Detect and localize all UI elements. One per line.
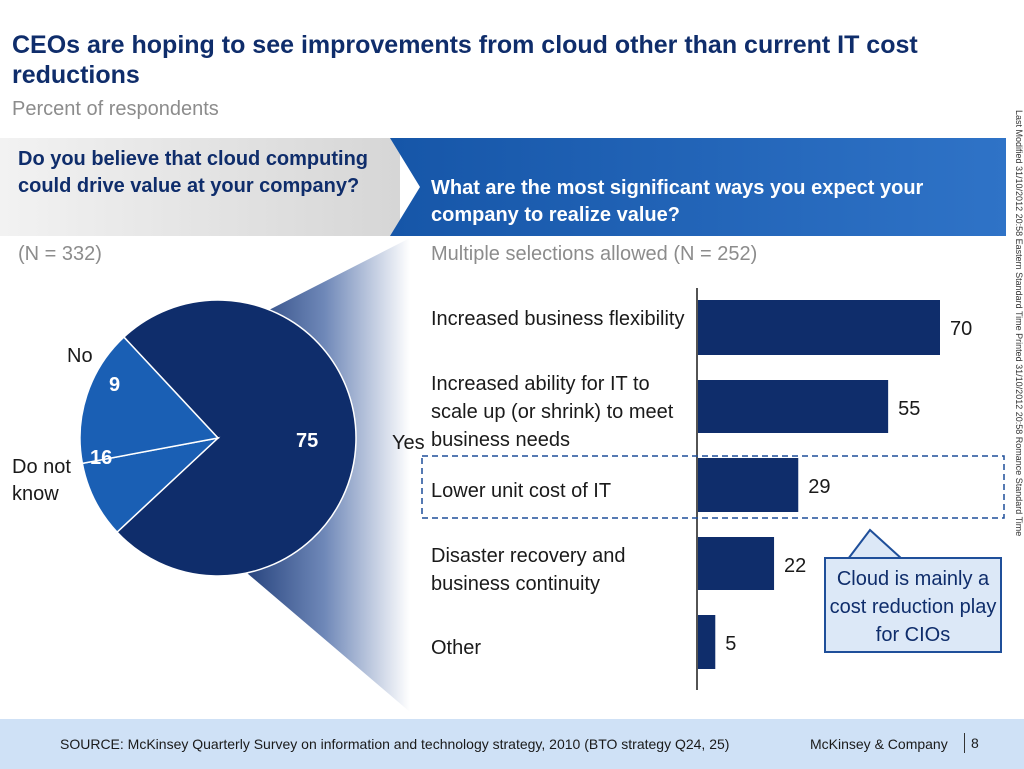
bar: [698, 458, 799, 512]
bar-value-label: 29: [808, 476, 831, 498]
bar-value-label: 5: [725, 633, 737, 655]
bar-value-label: 70: [950, 318, 973, 340]
pie-value-dont-know: 16: [90, 447, 113, 469]
bar: [698, 537, 775, 590]
bar: [698, 380, 889, 433]
pie-label-dont-know: Do not know: [12, 456, 71, 505]
bar-value-label: 22: [784, 555, 807, 577]
bar: [698, 615, 716, 669]
bar-value-label: 55: [898, 398, 921, 420]
bar-category-label: Increased business flexibility: [431, 308, 685, 330]
pie-value-yes: 75: [296, 430, 319, 452]
bar: [698, 300, 940, 355]
bar-category-label: Disaster recovery and business continuit…: [431, 545, 626, 595]
right-n-note: Multiple selections allowed (N = 252): [431, 243, 758, 265]
highlight-box: [421, 455, 1005, 519]
callout-box: Cloud is mainly a cost reduction play fo…: [824, 557, 1002, 653]
left-question-band: [0, 138, 400, 236]
bar-category-label: Increased ability for IT to scale up (or…: [431, 373, 674, 451]
print-metadata: Last Modified 31/10/2012 20:58 Eastern S…: [1014, 110, 1024, 537]
pie-value-no: 9: [109, 374, 121, 396]
footer-band: [0, 719, 1024, 769]
page-number: 8: [964, 733, 979, 753]
source-note: SOURCE: McKinsey Quarterly Survey on inf…: [60, 736, 730, 752]
page-title: CEOs are hoping to see improvements from…: [12, 31, 918, 89]
bar-category-label: Lower unit cost of IT: [431, 480, 612, 502]
left-n-note: (N = 332): [18, 243, 102, 265]
pie-slice-yes: [116, 299, 357, 577]
bar-category-label: Other: [431, 637, 482, 659]
pie-slice-dont-know: [79, 336, 220, 465]
left-question: Do you believe that cloud computing coul…: [18, 148, 369, 197]
pie-label-yes: Yes: [392, 432, 425, 454]
pie-label-no: No: [67, 345, 93, 367]
company-name: McKinsey & Company: [810, 736, 948, 752]
right-question: What are the most significant ways you e…: [431, 177, 924, 226]
right-question-band: [390, 138, 1006, 236]
page-subtitle: Percent of respondents: [12, 98, 219, 120]
